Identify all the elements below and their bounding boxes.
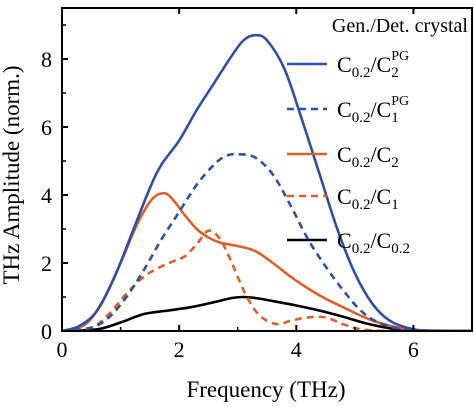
y-tick-label: 0 <box>41 319 52 344</box>
y-tick-label: 6 <box>41 115 52 140</box>
series-line-c0-2-c2pg <box>62 33 472 331</box>
legend-label: C0.2/C2 <box>337 142 399 171</box>
x-tick-label: 4 <box>291 337 302 362</box>
axis-ticks: 0 2 4 6 0 2 4 6 8 <box>41 8 419 362</box>
x-tick-label: 0 <box>57 337 68 362</box>
series-line-c0-2-c1 <box>62 229 472 331</box>
x-tick-label: 6 <box>408 337 419 362</box>
y-tick-label: 8 <box>41 47 52 72</box>
x-tick-label: 2 <box>174 337 185 362</box>
legend-label: C0.2/C1 <box>337 184 399 213</box>
plot-frame <box>61 7 473 332</box>
series-line-c0-2-c0-2 <box>62 295 472 331</box>
legend-label: C0.2/C2PG <box>337 49 409 81</box>
legend: Gen./Det. crystal C0.2/C2PG C0.2/C1PG C0.2… <box>287 15 468 257</box>
series-line-c0-2-c2 <box>62 191 472 331</box>
y-tick-label: 4 <box>41 183 52 208</box>
x-axis-title: Frequency (THz) <box>186 377 345 402</box>
series-line-c0-2-c1pg <box>62 152 472 331</box>
legend-title: Gen./Det. crystal <box>332 15 469 37</box>
y-tick-label: 2 <box>41 251 52 276</box>
legend-label: C0.2/C0.2 <box>337 228 410 257</box>
legend-label: C0.2/C1PG <box>337 94 409 126</box>
y-axis-title: THz Amplitude (norm.) <box>0 65 24 284</box>
plot-lines <box>62 33 472 331</box>
